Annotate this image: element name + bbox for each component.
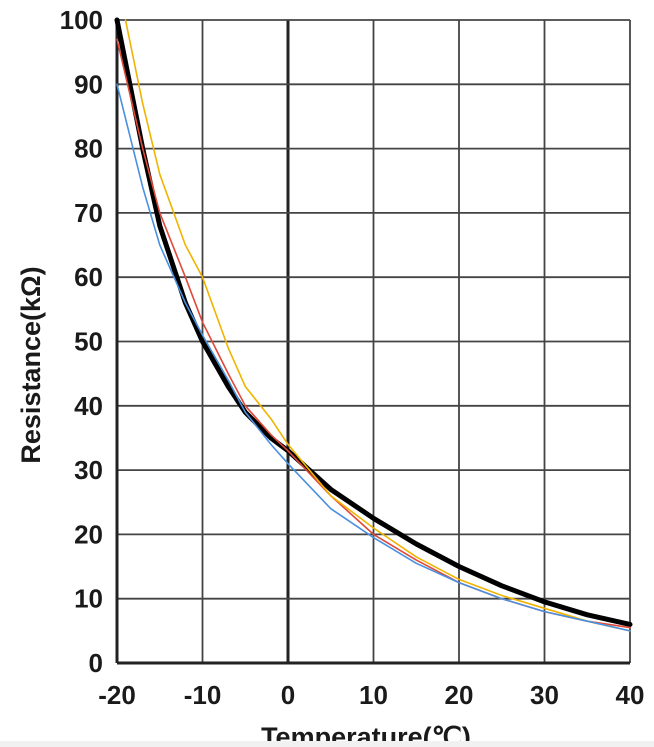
y-tick-label: 50 — [74, 327, 103, 357]
y-tick-label: 60 — [74, 262, 103, 292]
y-tick-label: 70 — [74, 198, 103, 228]
y-tick-label: 100 — [60, 5, 103, 35]
x-tick-label: 30 — [530, 680, 559, 710]
x-tick-label: 20 — [445, 680, 474, 710]
series-line-4 — [116, 83, 631, 632]
y-axis-title: Resistance(kΩ) — [16, 266, 46, 463]
x-tick-label: -20 — [98, 680, 136, 710]
y-tick-label: 10 — [74, 584, 103, 614]
y-tick-label: 30 — [74, 455, 103, 485]
y-tick-label: 0 — [89, 648, 103, 678]
y-tick-label: 40 — [74, 391, 103, 421]
series-line-3 — [124, 19, 631, 632]
x-tick-label: 40 — [616, 680, 645, 710]
y-tick-label: 80 — [74, 134, 103, 164]
data-series — [114, 17, 633, 632]
grid-lines — [116, 19, 631, 664]
x-tick-label: 10 — [359, 680, 388, 710]
tick-labels: 0 10 20 30 40 50 60 70 80 90 100 -20 -10 0 10 20 30 40 — [60, 5, 645, 710]
x-tick-label: -10 — [184, 680, 222, 710]
x-tick-label: 0 — [281, 680, 295, 710]
bottom-strip — [0, 741, 654, 747]
axes — [115, 18, 630, 665]
y-tick-label: 20 — [74, 519, 103, 549]
y-tick-label: 90 — [74, 69, 103, 99]
